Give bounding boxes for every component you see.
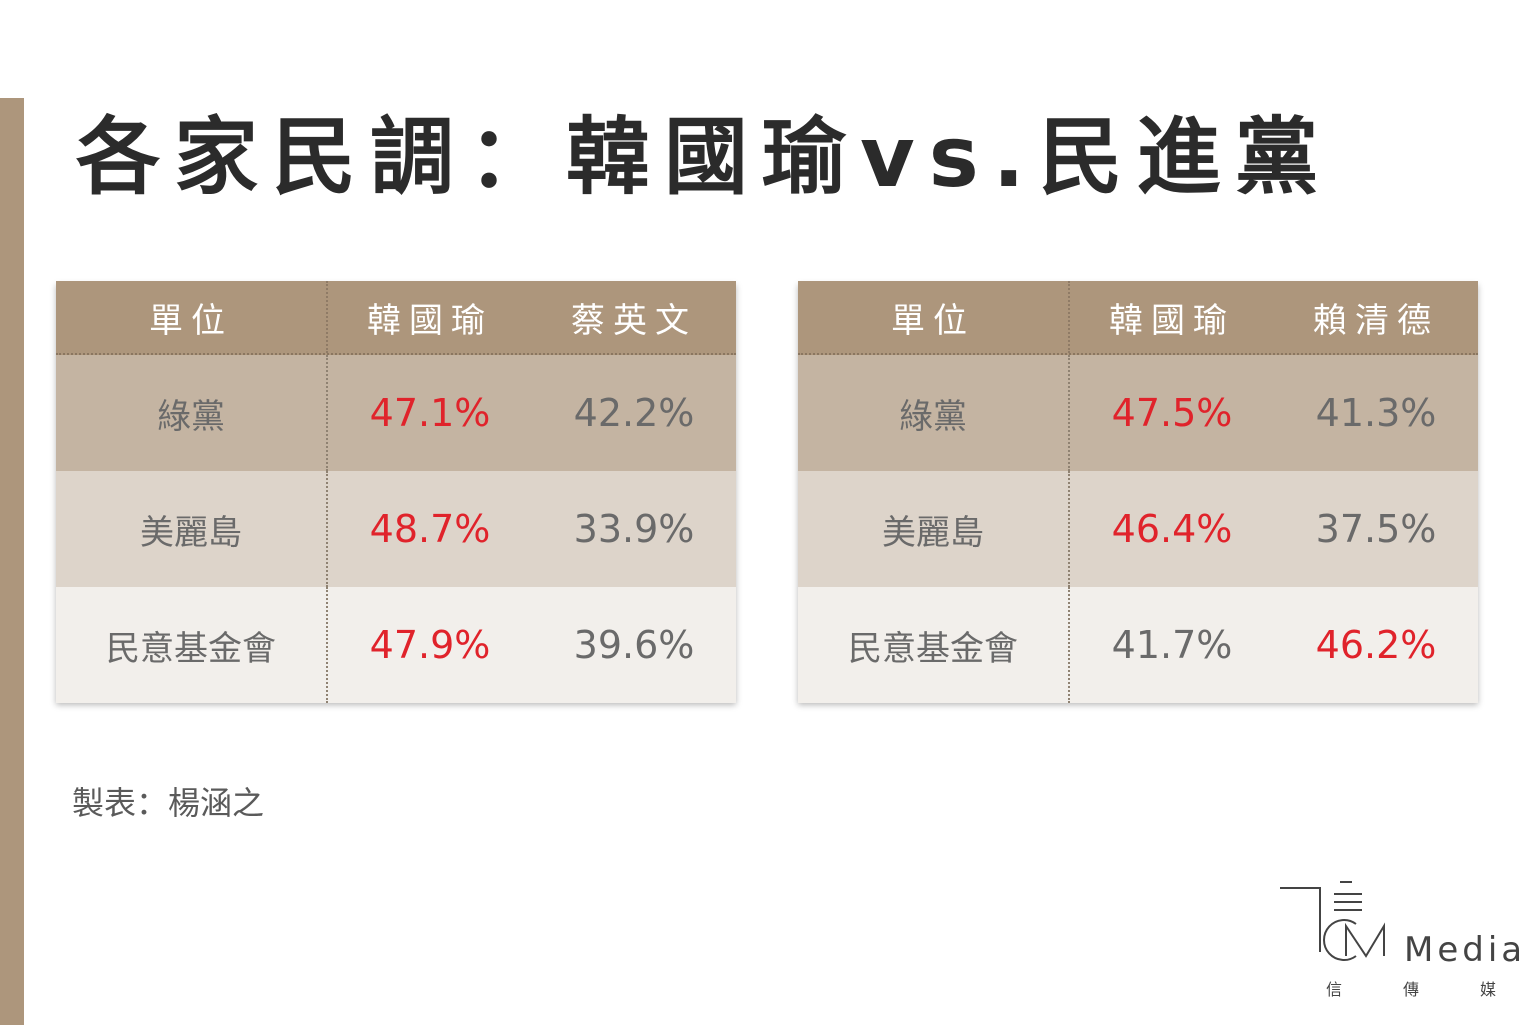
value-cell: 41.7% <box>1111 623 1233 667</box>
pollster-name: 綠黨 <box>56 355 328 471</box>
table-row: 美麗島 48.7% 33.9% <box>56 471 736 587</box>
value-cell: 47.5% <box>1111 391 1233 435</box>
header-candidate-b: 賴清德 <box>1313 300 1439 341</box>
page-title: 各家民調：韓國瑜vs.民進黨 <box>76 108 1333 206</box>
logo-char: 信 <box>1326 980 1343 999</box>
table-row: 綠黨 47.1% 42.2% <box>56 355 736 471</box>
logo-wordmark: Media <box>1404 930 1527 970</box>
value-cell: 39.6% <box>573 623 695 667</box>
pollster-name: 美麗島 <box>56 471 328 587</box>
value-cell: 48.7% <box>369 507 491 551</box>
header-candidate-b: 蔡英文 <box>571 300 697 341</box>
chart-credit: 製表：楊涵之 <box>72 784 265 822</box>
xin-media-logo-icon <box>1280 881 1385 961</box>
table-row: 美麗島 46.4% 37.5% <box>798 471 1478 587</box>
value-cell: 37.5% <box>1315 507 1437 551</box>
pollster-name: 美麗島 <box>798 471 1070 587</box>
pollster-name: 民意基金會 <box>798 587 1070 703</box>
value-cell: 33.9% <box>573 507 695 551</box>
poll-table-han-vs-tsai: 單位 韓國瑜 蔡英文 綠黨 47.1% 42.2% 美麗島 48.7% 33.9… <box>56 281 736 703</box>
value-cell: 46.4% <box>1111 507 1233 551</box>
table-row: 民意基金會 47.9% 39.6% <box>56 587 736 703</box>
pollster-name: 綠黨 <box>798 355 1070 471</box>
header-candidate-a: 韓國瑜 <box>1109 300 1235 341</box>
logo-char: 傳 <box>1402 980 1419 999</box>
side-accent-bar <box>0 98 24 1025</box>
header-candidate-a: 韓國瑜 <box>367 300 493 341</box>
header-unit: 單位 <box>798 281 1070 353</box>
xin-media-logo: Media 信 傳 媒 <box>1276 880 1522 1010</box>
table-header-row: 單位 韓國瑜 賴清德 <box>798 281 1478 355</box>
value-cell: 41.3% <box>1315 391 1437 435</box>
value-cell: 42.2% <box>573 391 695 435</box>
pollster-name: 民意基金會 <box>56 587 328 703</box>
table-header-row: 單位 韓國瑜 蔡英文 <box>56 281 736 355</box>
header-unit: 單位 <box>56 281 328 353</box>
logo-char: 媒 <box>1479 980 1496 999</box>
value-cell: 47.9% <box>369 623 491 667</box>
table-row: 民意基金會 41.7% 46.2% <box>798 587 1478 703</box>
value-cell: 47.1% <box>369 391 491 435</box>
table-row: 綠黨 47.5% 41.3% <box>798 355 1478 471</box>
logo-chinese-name: 信 傳 媒 <box>1326 976 1496 1000</box>
value-cell: 46.2% <box>1315 623 1437 667</box>
poll-table-han-vs-lai: 單位 韓國瑜 賴清德 綠黨 47.5% 41.3% 美麗島 46.4% 37.5… <box>798 281 1478 703</box>
